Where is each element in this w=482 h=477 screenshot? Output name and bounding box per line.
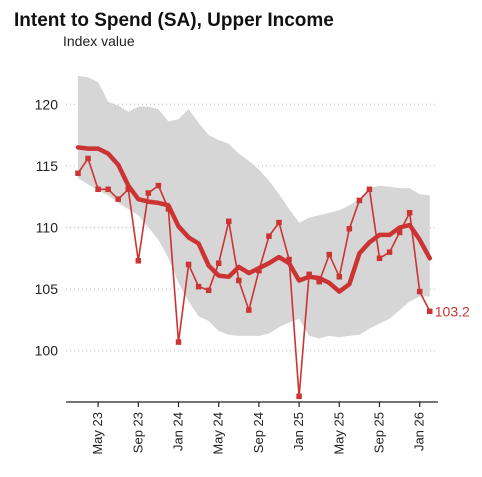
data-point-jun-24 <box>226 218 232 225</box>
data-point-jun-25 <box>346 225 353 232</box>
y-tick-label-100: 100 <box>35 343 59 359</box>
data-point-apr-25 <box>326 251 332 258</box>
data-point-mar-23 <box>75 170 81 177</box>
data-point-mar-25 <box>316 278 322 285</box>
data-point-sep-24 <box>256 267 262 274</box>
chart-title: Intent to Spend (SA), Upper Income <box>14 10 334 31</box>
data-point-dec-25 <box>406 209 413 216</box>
range-band-area <box>78 75 430 339</box>
data-point-oct-25 <box>386 249 393 255</box>
moving-average-line <box>75 145 433 294</box>
y-tick-label-105: 105 <box>35 281 59 297</box>
data-point-apr-23 <box>85 155 91 162</box>
data-point-apr-24 <box>205 287 212 294</box>
data-point-jan-26 <box>416 288 423 295</box>
data-point-feb-24 <box>185 261 192 268</box>
end-value-label: 103.2 <box>435 303 470 319</box>
range-band <box>78 75 430 339</box>
data-point-oct-23 <box>145 190 152 196</box>
data-point-may-25 <box>336 274 343 280</box>
data-point-jul-23 <box>115 196 121 202</box>
tick-labels: 100 105 110 115 120 May 23 Sep 23 Jan 24 May 24 S… <box>35 96 427 454</box>
x-tick-label-may-24: May 24 <box>211 412 226 455</box>
data-point-mar-24 <box>195 283 202 290</box>
data-point-jan-24 <box>175 339 182 345</box>
data-point-jan-25 <box>296 393 302 400</box>
y-axis-label: Index value <box>63 33 135 49</box>
data-point-feb-26 <box>427 308 433 315</box>
y-tick-label-120: 120 <box>35 96 59 112</box>
x-tick-label-sep-23: Sep 23 <box>130 412 145 453</box>
x-tick-label-sep-24: Sep 24 <box>251 412 266 453</box>
x-tick-label-may-25: May 25 <box>331 412 346 455</box>
x-tick-label-jan-25: Jan 25 <box>291 412 306 451</box>
x-tick-label-may-23: May 23 <box>90 412 105 455</box>
monthly-line <box>77 157 431 398</box>
data-point-feb-25 <box>306 271 312 278</box>
data-point-nov-25 <box>396 229 403 236</box>
data-point-dec-23 <box>165 206 172 212</box>
data-point-aug-24 <box>246 307 252 313</box>
x-tick-label-sep-25: Sep 25 <box>372 412 387 453</box>
data-point-jun-23 <box>105 186 111 193</box>
data-point-aug-25 <box>366 186 373 193</box>
data-point-sep-23 <box>135 258 142 264</box>
data-point-dec-24 <box>286 256 292 263</box>
monthly-series <box>75 155 433 400</box>
data-point-jul-25 <box>356 197 363 204</box>
data-point-oct-24 <box>266 233 272 239</box>
y-tick-label-115: 115 <box>36 158 59 174</box>
data-point-aug-23 <box>125 186 131 193</box>
axes <box>66 401 438 407</box>
data-point-may-24 <box>215 260 222 266</box>
x-tick-label-jan-26: Jan 26 <box>412 412 427 451</box>
y-tick-label-110: 110 <box>36 220 59 236</box>
x-tick-label-jan-24: Jan 24 <box>171 412 186 451</box>
data-point-may-23 <box>95 186 101 193</box>
data-point-sep-25 <box>376 255 383 262</box>
data-point-jul-24 <box>236 277 242 284</box>
moving-average-series <box>75 145 433 294</box>
data-point-nov-23 <box>155 182 162 189</box>
data-point-nov-24 <box>276 219 282 226</box>
